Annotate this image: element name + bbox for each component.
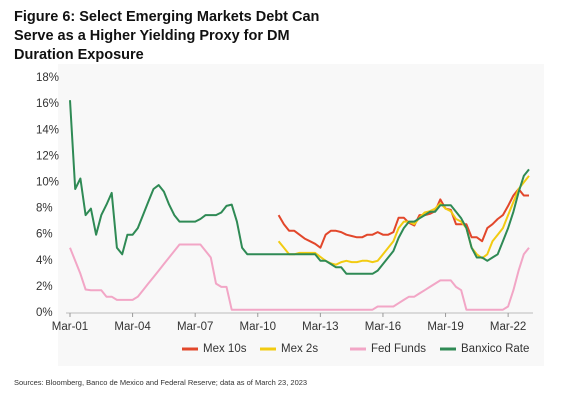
y-tick-label: 14% bbox=[36, 124, 59, 136]
x-tick-label: Mar-01 bbox=[52, 321, 88, 333]
x-tick-label: Mar-07 bbox=[177, 321, 213, 333]
line-series bbox=[277, 188, 529, 249]
chart-title: Figure 6: Select Emerging Markets Debt C… bbox=[14, 9, 320, 63]
x-tick-label: Mar-16 bbox=[365, 321, 401, 333]
y-tick-label: 16% bbox=[36, 98, 59, 110]
y-tick-label: 6% bbox=[36, 229, 53, 241]
plot-background bbox=[58, 64, 544, 366]
legend-label: Mex 2s bbox=[281, 343, 318, 355]
legend-label: Banxico Rate bbox=[461, 343, 529, 355]
x-tick-label: Mar-19 bbox=[427, 321, 463, 333]
y-tick-label: 18% bbox=[36, 72, 59, 84]
y-tick-label: 4% bbox=[36, 255, 53, 267]
x-tick-label: Mar-22 bbox=[490, 321, 526, 333]
line-series bbox=[69, 243, 530, 311]
legend-label: Fed Funds bbox=[371, 343, 426, 355]
x-tick-label: Mar-13 bbox=[302, 321, 338, 333]
line-series bbox=[277, 175, 530, 266]
y-tick-label: 10% bbox=[36, 176, 59, 188]
y-tick-label: 2% bbox=[36, 281, 53, 293]
x-tick-label: Mar-04 bbox=[114, 321, 151, 333]
source-note: Sources: Bloomberg, Banco de Mexico and … bbox=[14, 378, 308, 387]
legend-label: Mex 10s bbox=[203, 343, 247, 355]
line-series bbox=[69, 100, 530, 275]
y-tick-label: 0% bbox=[36, 307, 53, 319]
y-tick-label: 8% bbox=[36, 203, 53, 215]
y-tick-label: 12% bbox=[36, 150, 59, 162]
x-tick-label: Mar-10 bbox=[240, 321, 276, 333]
